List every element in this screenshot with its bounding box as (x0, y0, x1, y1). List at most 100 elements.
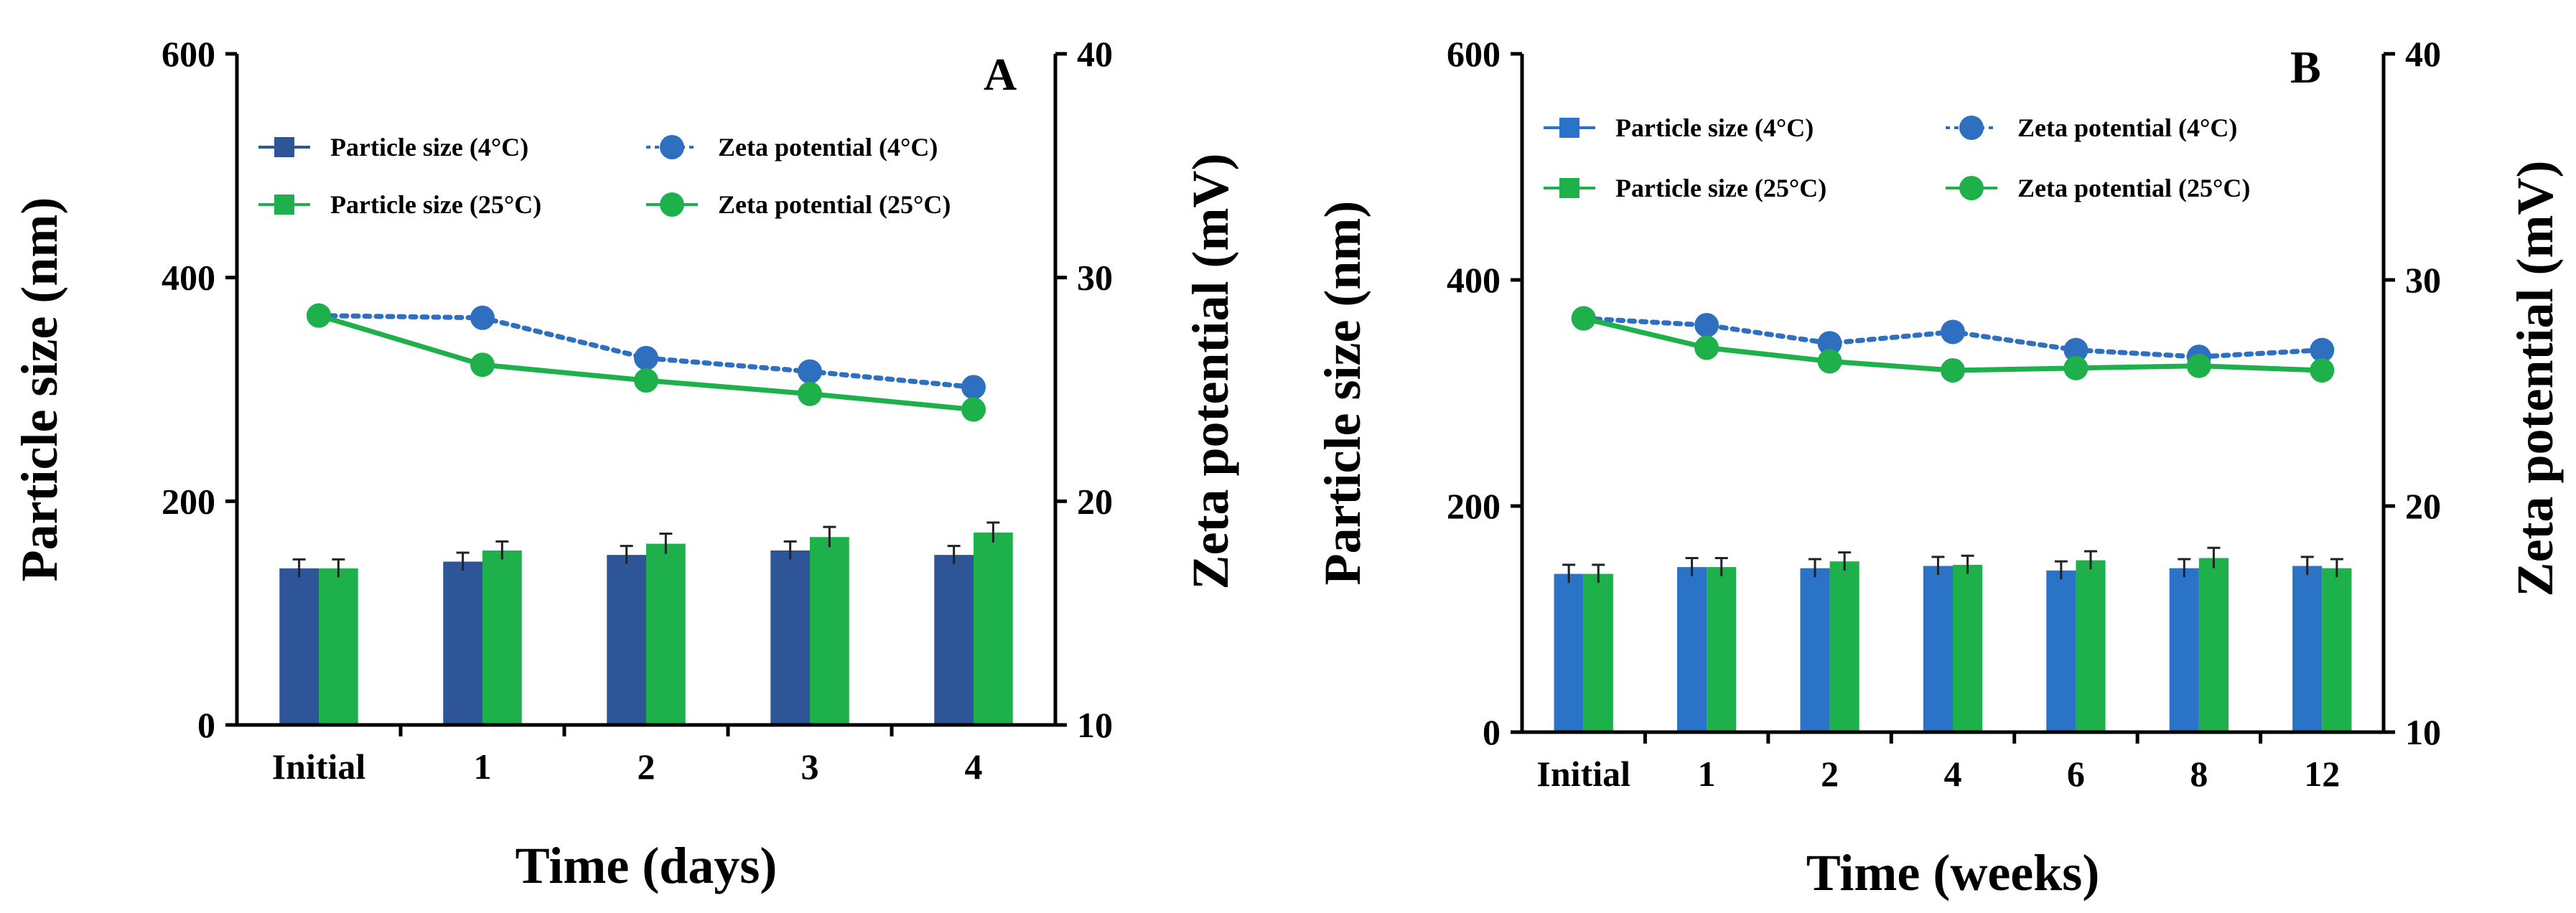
zeta-point-4c-4 (2063, 337, 2089, 362)
zeta-point-25c-0 (1571, 306, 1596, 331)
y2-tick-label: 20 (1077, 481, 1113, 521)
legend-label: Zeta potential (25°C) (2017, 174, 2250, 202)
error-bar-25c-5 (2207, 546, 2221, 568)
legend-item: Zeta potential (25°C) (646, 190, 951, 219)
legend-label: Zeta potential (25°C) (718, 190, 951, 219)
x-tick-label: 6 (2067, 754, 2085, 794)
panel-label: A (984, 49, 1017, 100)
error-bar-25c-3 (823, 525, 836, 548)
bar-4c-1 (443, 561, 482, 725)
legend-square-marker (274, 195, 294, 215)
legend-item: Particle size (4°C) (258, 133, 528, 161)
bar-25c-1 (1707, 567, 1737, 732)
error-bar-25c-4 (986, 521, 1000, 543)
bar-25c-0 (319, 568, 358, 725)
zeta-point-4c-3 (1941, 319, 1965, 345)
bar-4c-2 (1800, 568, 1830, 732)
y2-tick-label: 20 (2405, 486, 2441, 526)
zeta-point-25c-6 (2310, 358, 2335, 383)
bar-25c-4 (2076, 560, 2106, 732)
legend-label: Zeta potential (4°C) (718, 133, 938, 161)
y-tick-label: 0 (1483, 712, 1501, 752)
x-tick-label: 8 (2190, 754, 2208, 794)
legend-item: Particle size (25°C) (1544, 174, 1826, 202)
bar-4c-5 (2169, 568, 2199, 732)
legend-label: Particle size (25°C) (1615, 174, 1826, 202)
zeta-point-25c-4 (961, 397, 986, 422)
bar-4c-0 (279, 568, 319, 725)
legend: Particle size (4°C) Zeta potential (4°C) P… (1544, 113, 2250, 202)
x-tick-label: 1 (1698, 754, 1716, 794)
legend-circle-marker (1959, 116, 1984, 140)
y2-axis-label: Zeta potential (mV) (2506, 161, 2564, 597)
legend-circle-marker (660, 192, 684, 217)
y-axis-label: Particle size (nm) (11, 197, 68, 582)
error-bar-25c-3 (1961, 554, 1974, 574)
bar-25c-2 (646, 543, 686, 725)
y2-tick-label: 10 (2405, 712, 2441, 752)
y-axis-label: Particle size (nm) (1314, 201, 1371, 586)
legend: Particle size (4°C) Zeta potential (4°C) P… (258, 133, 951, 219)
y2-tick-label: 10 (1077, 705, 1113, 745)
legend-label: Zeta potential (4°C) (2017, 113, 2237, 142)
zeta-point-25c-1 (1694, 335, 1719, 360)
y2-tick-label: 40 (1077, 34, 1113, 74)
error-bar-4c-3 (783, 540, 797, 560)
error-bar-4c-4 (947, 545, 961, 564)
bar-4c-3 (1923, 566, 1953, 732)
legend-item: Particle size (25°C) (258, 190, 541, 219)
legend-label: Particle size (4°C) (330, 133, 528, 161)
bar-4c-4 (2046, 570, 2076, 732)
error-bar-4c-2 (620, 545, 633, 564)
legend-circle-marker (660, 135, 684, 159)
zeta-point-25c-2 (1817, 349, 1842, 374)
zeta-point-4c-3 (798, 359, 822, 384)
zeta-point-4c-6 (2310, 337, 2335, 362)
zeta-point-4c-2 (1817, 331, 1842, 356)
zeta-point-25c-3 (798, 381, 822, 406)
y-tick-label: 600 (1447, 34, 1501, 74)
x-tick-label: 4 (1944, 754, 1962, 794)
bar-25c-1 (482, 550, 522, 725)
bar-25c-2 (1829, 561, 1859, 732)
bar-4c-4 (934, 555, 974, 725)
y-tick-label: 200 (162, 481, 215, 521)
y2-tick-label: 30 (1077, 258, 1113, 298)
error-bar-4c-0 (292, 558, 306, 578)
bar-25c-6 (2322, 568, 2352, 732)
legend-square-marker (1559, 118, 1579, 138)
bar-4c-2 (607, 555, 646, 725)
zeta-point-25c-2 (634, 368, 658, 393)
zeta-point-25c-3 (1941, 358, 1965, 383)
zeta-point-25c-0 (307, 303, 331, 328)
zeta-point-4c-1 (470, 305, 495, 330)
error-bar-25c-4 (2084, 550, 2097, 570)
x-tick-label: 12 (2304, 754, 2340, 794)
error-bar-4c-6 (2300, 556, 2314, 576)
chart-panel-a: 0 200 400 600 10 20 30 40 Initial 1 2 3 4 Time (days)… (11, 34, 1239, 894)
legend-item: Particle size (4°C) (1544, 113, 1814, 142)
y-tick-label: 0 (197, 705, 215, 745)
error-bar-4c-3 (1931, 556, 1945, 576)
y-tick-label: 600 (162, 34, 215, 74)
error-bar-25c-1 (1714, 556, 1728, 576)
x-axis-label: Time (days) (515, 837, 778, 894)
y2-tick-label: 40 (2405, 34, 2441, 74)
bar-25c-0 (1583, 573, 1613, 732)
x-tick-label: 2 (1821, 754, 1839, 794)
bar-25c-3 (1953, 564, 1983, 732)
zeta-point-4c-2 (634, 345, 658, 370)
zeta-point-25c-4 (2063, 355, 2089, 380)
bar-25c-3 (810, 537, 849, 725)
y-tick-label: 400 (162, 258, 215, 298)
x-tick-label: 2 (638, 746, 655, 787)
x-tick-label: 4 (965, 746, 983, 787)
legend-item: Zeta potential (4°C) (646, 133, 938, 161)
error-bar-4c-1 (456, 551, 470, 571)
zeta-point-25c-5 (2186, 353, 2211, 378)
error-bar-25c-2 (659, 533, 673, 554)
error-bar-25c-1 (495, 540, 509, 560)
error-bar-25c-6 (2330, 558, 2343, 578)
